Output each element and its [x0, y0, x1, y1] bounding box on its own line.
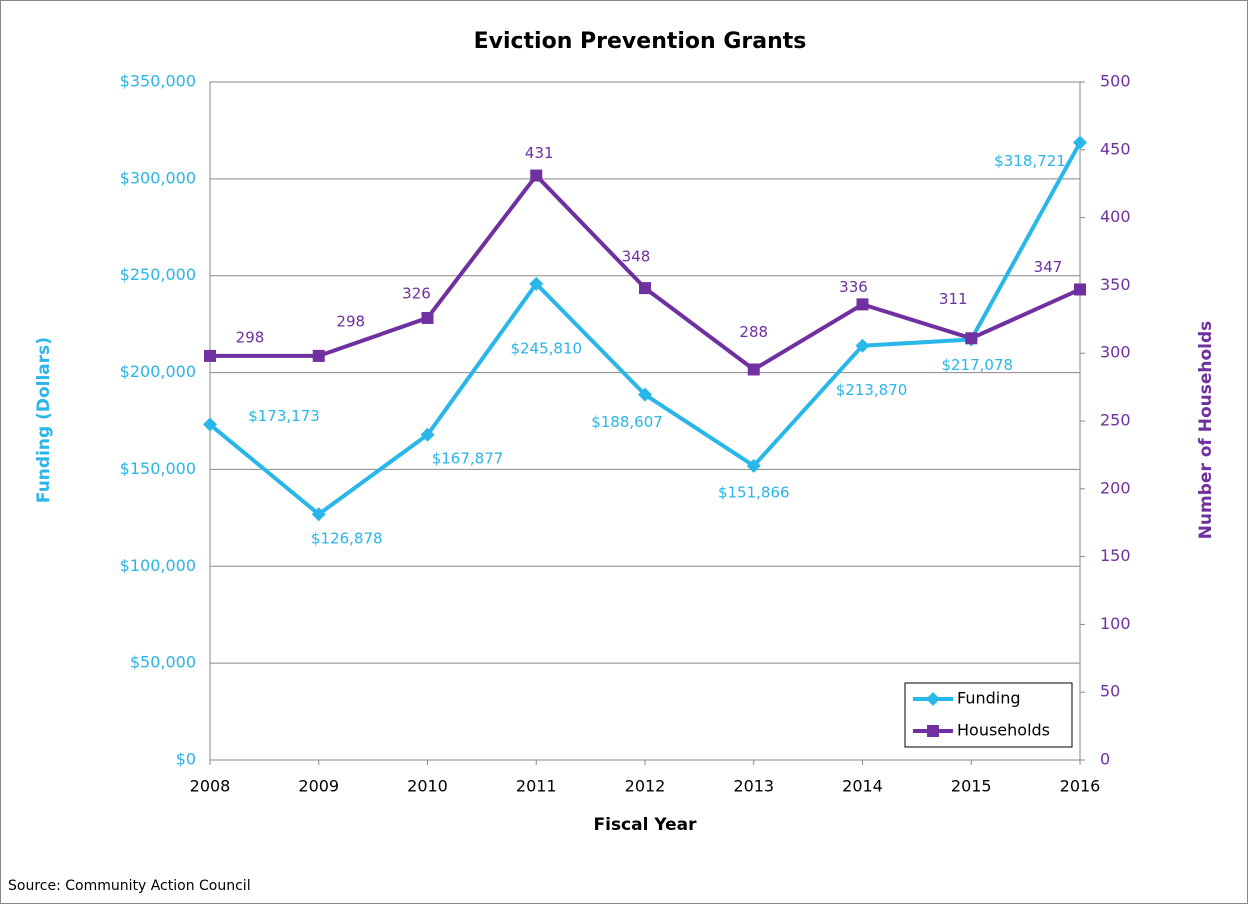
point-marker	[204, 349, 216, 362]
y2-tick-label: 300	[1100, 343, 1131, 362]
x-tick-label: 2008	[190, 777, 231, 796]
data-label: 348	[622, 248, 651, 266]
data-label: $167,877	[432, 449, 504, 467]
y2-tick-label: 450	[1100, 139, 1131, 158]
y2-tick-label: 150	[1100, 546, 1131, 565]
point-marker	[420, 427, 435, 442]
data-label: $173,173	[248, 407, 320, 425]
y2-tick-label: 500	[1100, 72, 1131, 91]
data-label: $245,810	[510, 339, 582, 357]
y2-tick-label: 0	[1100, 750, 1110, 769]
y2-axis-label: Number of Households	[1196, 321, 1216, 540]
x-tick-label: 2014	[842, 777, 883, 796]
point-marker	[203, 417, 217, 432]
data-label: $213,870	[836, 381, 908, 399]
y-tick-label: $200,000	[120, 362, 196, 381]
legend-label: Funding	[957, 689, 1021, 708]
point-marker	[530, 169, 543, 182]
data-label: 336	[839, 278, 868, 296]
y2-tick-label: 200	[1100, 478, 1131, 497]
x-tick-label: 2013	[733, 777, 774, 796]
data-label: 288	[739, 323, 768, 341]
y-tick-label: $300,000	[120, 168, 196, 187]
point-marker	[856, 298, 869, 311]
point-marker	[639, 282, 651, 295]
data-label: $151,866	[718, 483, 790, 501]
source-note: Source: Community Action Council	[8, 878, 251, 894]
data-label: $318,721	[994, 152, 1066, 170]
x-tick-label: 2016	[1060, 777, 1101, 796]
y2-tick-label: 400	[1100, 207, 1131, 226]
x-tick-label: 2015	[951, 777, 992, 796]
chart-title: Eviction Prevention Grants	[474, 29, 807, 54]
point-marker	[638, 387, 652, 402]
x-tick-label: 2012	[625, 777, 666, 796]
data-label: 347	[1034, 258, 1063, 276]
data-label: 298	[236, 328, 265, 346]
data-label: $188,607	[591, 413, 663, 431]
point-marker	[855, 338, 870, 353]
point-marker	[1073, 135, 1087, 150]
y-tick-label: $150,000	[120, 459, 196, 478]
data-label: 311	[939, 290, 968, 308]
point-marker	[746, 458, 761, 473]
y-tick-label: $50,000	[130, 653, 196, 672]
y2-tick-label: 50	[1100, 682, 1120, 701]
x-tick-label: 2009	[298, 777, 339, 796]
point-marker	[965, 332, 978, 345]
data-label: $217,078	[941, 356, 1013, 374]
y-tick-label: $350,000	[120, 72, 196, 91]
data-label: 431	[525, 144, 554, 162]
legend-label: Households	[957, 721, 1050, 740]
data-label: $126,878	[311, 530, 383, 548]
x-tick-label: 2011	[516, 777, 557, 796]
y2-tick-label: 250	[1100, 411, 1131, 430]
y2-tick-label: 100	[1100, 614, 1131, 633]
point-marker	[747, 363, 760, 376]
point-marker	[1074, 283, 1086, 296]
point-marker	[312, 349, 325, 362]
y-tick-label: $250,000	[120, 265, 196, 284]
x-axis-label: Fiscal Year	[594, 815, 698, 835]
y-axis-label: Funding (Dollars)	[34, 337, 54, 503]
data-label: 298	[336, 312, 365, 330]
legend-marker	[926, 692, 940, 706]
y-tick-label: $0	[176, 750, 196, 769]
point-marker	[421, 311, 434, 324]
x-tick-label: 2010	[407, 777, 448, 796]
y2-tick-label: 350	[1100, 275, 1131, 294]
point-marker	[311, 507, 326, 522]
y-tick-label: $100,000	[120, 556, 196, 575]
point-marker	[529, 276, 544, 291]
data-label: 326	[402, 284, 431, 302]
legend-marker	[927, 725, 939, 737]
